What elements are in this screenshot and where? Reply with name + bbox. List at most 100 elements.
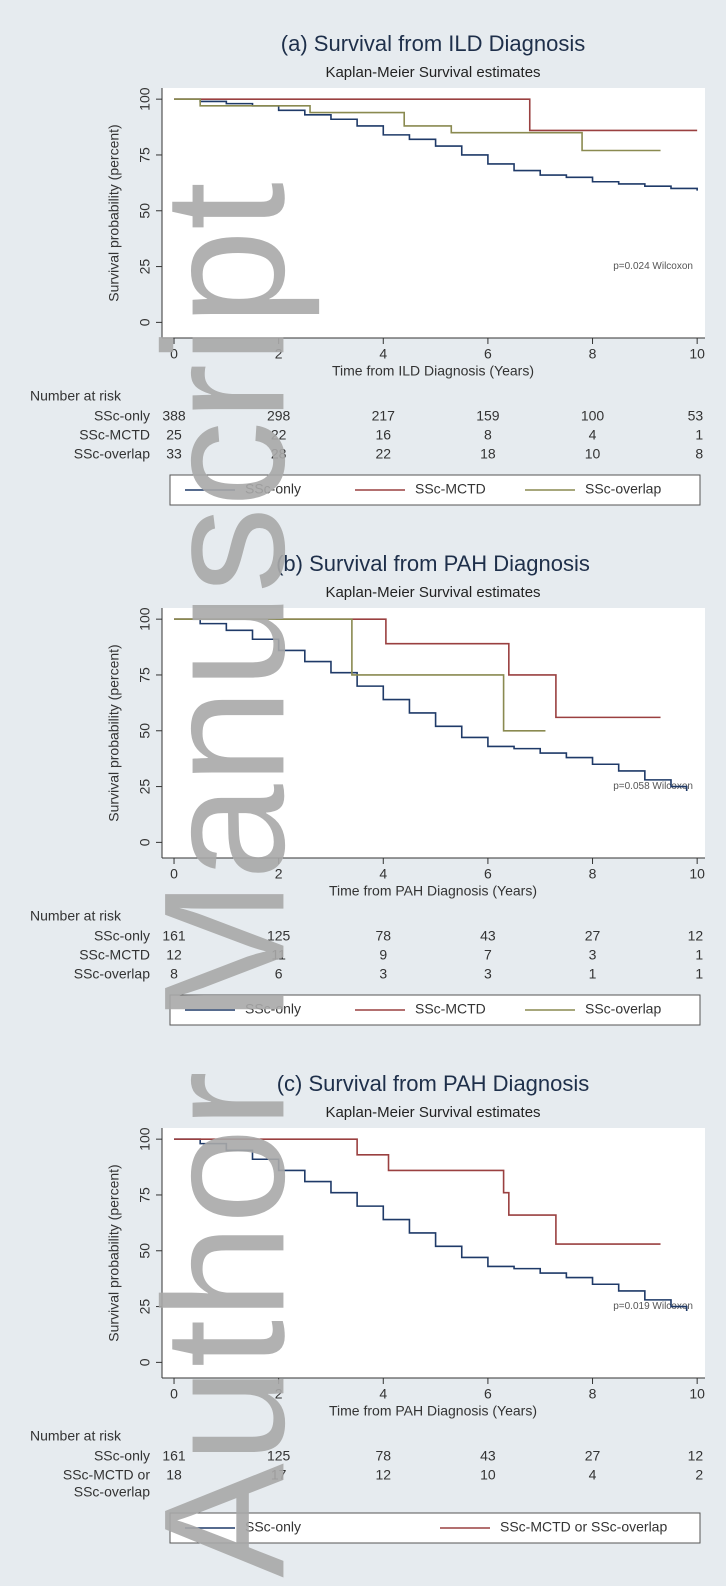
y-tick-label: 0: [137, 1358, 153, 1366]
y-tick-label: 100: [137, 607, 153, 631]
chart-title: (a) Survival from ILD Diagnosis: [281, 31, 585, 56]
x-tick-label: 8: [589, 866, 597, 882]
risk-count: 1: [695, 947, 703, 963]
y-tick-label: 0: [137, 318, 153, 326]
risk-row-label: SSc-overlap: [74, 446, 150, 462]
survival-curve: [174, 98, 698, 132]
x-axis-label: Time from PAH Diagnosis (Years): [329, 883, 537, 899]
x-tick-label: 8: [589, 1386, 597, 1402]
y-tick-label: 50: [137, 723, 153, 739]
risk-count: 8: [695, 446, 703, 462]
x-tick-label: 2: [275, 866, 283, 882]
x-axis-label: Time from ILD Diagnosis (Years): [332, 363, 534, 379]
risk-count: 4: [589, 1467, 597, 1483]
x-tick-label: 10: [689, 1386, 705, 1402]
risk-row-label: SSc-MCTD or: [63, 1467, 150, 1483]
risk-count: 9: [379, 947, 387, 963]
x-tick-label: 2: [275, 1386, 283, 1402]
x-tick-label: 0: [170, 1386, 178, 1402]
legend-label: SSc-overlap: [585, 481, 661, 497]
y-tick-label: 50: [137, 1243, 153, 1259]
annotation: p=0.024 Wilcoxon: [613, 261, 693, 272]
risk-count: 217: [372, 408, 396, 424]
legend-label: SSc-MCTD: [415, 481, 486, 497]
survival-curve: [174, 1138, 688, 1312]
risk-count: 11: [271, 947, 286, 963]
risk-count: 161: [162, 1448, 186, 1464]
x-tick-label: 2: [275, 346, 283, 362]
risk-count: 1: [695, 427, 703, 443]
survival-curve: [174, 1138, 661, 1245]
x-axis-label: Time from PAH Diagnosis (Years): [329, 1403, 537, 1419]
risk-count: 25: [166, 427, 182, 443]
x-tick-label: 4: [379, 346, 387, 362]
risk-count: 17: [271, 1467, 287, 1483]
risk-count: 33: [166, 446, 182, 462]
legend-label: SSc-only: [245, 1519, 301, 1535]
risk-count: 28: [271, 446, 287, 462]
chart-subtitle: Kaplan-Meier Survival estimates: [325, 1104, 540, 1121]
watermark: Author Manuscript: [128, 182, 320, 1578]
risk-count: 78: [375, 928, 391, 944]
risk-count: 8: [170, 966, 178, 982]
x-tick-label: 10: [689, 346, 705, 362]
y-axis-label: Survival probability (percent): [106, 124, 122, 301]
y-tick-label: 50: [137, 203, 153, 219]
legend-label: SSc-overlap: [585, 1001, 661, 1017]
risk-count: 3: [379, 966, 387, 982]
risk-count: 125: [267, 928, 291, 944]
risk-count: 6: [275, 966, 283, 982]
risk-table-label: Number at risk: [30, 908, 122, 924]
risk-count: 4: [589, 427, 597, 443]
annotation: p=0.019 Wilcoxon: [613, 1301, 693, 1312]
legend-label: SSc-only: [245, 481, 301, 497]
risk-count: 1: [695, 966, 703, 982]
risk-count: 8: [484, 427, 492, 443]
survival-curve: [174, 98, 661, 152]
risk-count: 10: [480, 1467, 496, 1483]
survival-curve: [174, 618, 661, 719]
risk-count: 159: [476, 408, 500, 424]
legend-label: SSc-only: [245, 1001, 301, 1017]
risk-count: 125: [267, 1448, 291, 1464]
chart-title: (b) Survival from PAH Diagnosis: [276, 551, 590, 576]
risk-count: 27: [585, 1448, 601, 1464]
y-tick-label: 75: [137, 1187, 153, 1203]
risk-count: 161: [162, 928, 186, 944]
risk-row-label: SSc-only: [94, 408, 150, 424]
risk-count: 2: [695, 1467, 703, 1483]
y-tick-label: 25: [137, 259, 153, 275]
survival-curve: [174, 618, 688, 792]
risk-count: 18: [480, 446, 496, 462]
risk-count: 22: [271, 427, 287, 443]
risk-count: 12: [688, 928, 704, 944]
survival-curve: [174, 618, 546, 732]
x-tick-label: 0: [170, 866, 178, 882]
risk-count: 16: [375, 427, 391, 443]
risk-count: 1: [589, 966, 597, 982]
risk-count: 3: [589, 947, 597, 963]
legend-box: [169, 1512, 701, 1544]
risk-count: 298: [267, 408, 291, 424]
chart-subtitle: Kaplan-Meier Survival estimates: [325, 64, 540, 81]
risk-count: 10: [585, 446, 601, 462]
legend-box: [169, 474, 701, 506]
chart-subtitle: Kaplan-Meier Survival estimates: [325, 584, 540, 601]
x-tick-label: 8: [589, 346, 597, 362]
risk-row-label: SSc-MCTD: [79, 947, 150, 963]
risk-count: 7: [484, 947, 492, 963]
y-axis-label: Survival probability (percent): [106, 1164, 122, 1341]
risk-count: 12: [166, 947, 182, 963]
x-tick-label: 4: [379, 866, 387, 882]
risk-count: 22: [375, 446, 391, 462]
y-tick-label: 100: [137, 87, 153, 111]
risk-row-label: SSc-only: [94, 928, 150, 944]
risk-count: 100: [581, 408, 605, 424]
risk-row-label: SSc-only: [94, 1448, 150, 1464]
risk-count: 27: [585, 928, 601, 944]
risk-count: 43: [480, 1448, 496, 1464]
risk-count: 388: [162, 408, 186, 424]
y-tick-label: 25: [137, 1299, 153, 1315]
